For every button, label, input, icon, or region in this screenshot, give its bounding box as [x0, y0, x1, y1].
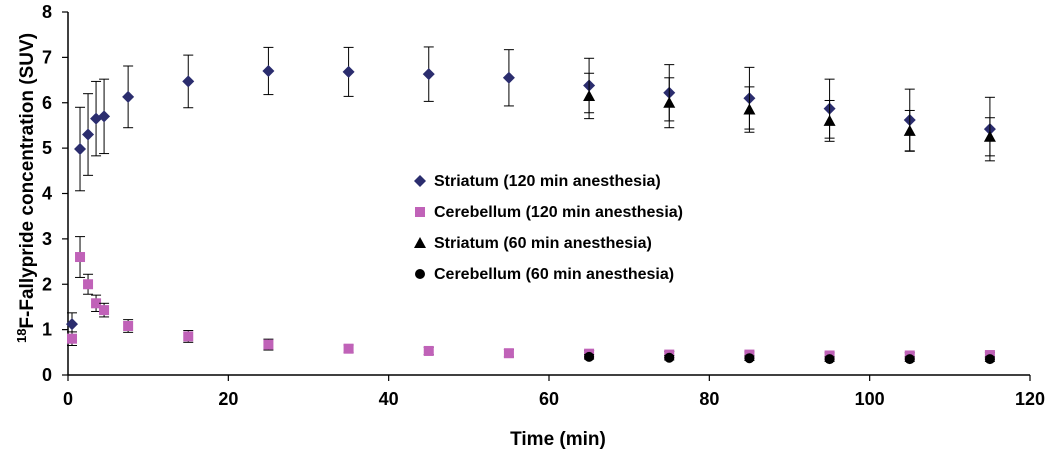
- data-point: [122, 90, 135, 103]
- legend-marker: [415, 269, 425, 279]
- x-tick-label: 60: [539, 389, 559, 409]
- y-tick-label: 1: [42, 320, 52, 340]
- y-tick-label: 8: [42, 2, 52, 22]
- data-point: [75, 252, 86, 263]
- series-1: [66, 46, 996, 337]
- y-tick-label: 3: [42, 229, 52, 249]
- data-point: [503, 348, 514, 359]
- series-2: [67, 236, 995, 361]
- data-point: [99, 305, 110, 316]
- data-point: [824, 354, 835, 365]
- data-point: [584, 351, 595, 362]
- data-point: [82, 128, 95, 141]
- data-point: [422, 68, 435, 81]
- y-axis-label: 18F-Fallypride concentration (SUV): [14, 33, 38, 343]
- legend-label: Cerebellum (60 min anesthesia): [434, 266, 674, 283]
- x-tick-label: 0: [63, 389, 73, 409]
- data-point: [123, 320, 134, 331]
- legend-marker: [414, 237, 426, 248]
- data-point: [904, 354, 915, 365]
- x-tick-label: 80: [699, 389, 719, 409]
- legend: Striatum (120 min anesthesia) Cerebellum …: [414, 173, 683, 283]
- x-axis-label: Time (min): [510, 429, 606, 450]
- data-point: [74, 143, 87, 156]
- data-point: [182, 75, 195, 88]
- axes: [62, 11, 1031, 381]
- y-axis-label-main: F-Fallypride concentration (SUV): [17, 33, 38, 329]
- y-tick-label: 4: [42, 184, 52, 204]
- x-tick-labels: 0 20 40 60 80 100 120: [63, 389, 1045, 409]
- data-point: [66, 318, 79, 331]
- data-point: [262, 64, 275, 77]
- data-point: [743, 103, 756, 115]
- data-point: [744, 353, 755, 364]
- y-tick-label: 7: [42, 47, 52, 67]
- series-4: [584, 351, 995, 365]
- y-tick-labels: 0 1 2 3 4 5 6 7 8: [42, 2, 52, 385]
- series-layer: [66, 46, 996, 365]
- data-point: [583, 89, 596, 101]
- data-point: [263, 339, 274, 350]
- data-point: [502, 71, 515, 84]
- data-point: [342, 65, 355, 78]
- series-3: [583, 72, 996, 157]
- data-point: [91, 298, 102, 309]
- data-point: [664, 352, 675, 363]
- data-point: [823, 114, 836, 126]
- data-point: [984, 354, 995, 365]
- legend-label: Cerebellum (120 min anesthesia): [434, 204, 683, 221]
- x-tick-label: 20: [218, 389, 238, 409]
- data-point: [98, 110, 111, 123]
- data-point: [663, 96, 676, 108]
- data-point: [183, 331, 194, 342]
- x-tick-label: 40: [379, 389, 399, 409]
- legend-marker: [414, 175, 426, 187]
- legend-label: Striatum (60 min anesthesia): [434, 235, 652, 252]
- data-point: [423, 345, 434, 356]
- y-tick-label: 0: [42, 365, 52, 385]
- legend-marker: [415, 207, 425, 217]
- data-point: [83, 279, 94, 290]
- data-point: [903, 124, 916, 136]
- data-point: [343, 343, 354, 354]
- y-tick-label: 6: [42, 93, 52, 113]
- y-tick-label: 2: [42, 274, 52, 294]
- x-tick-label: 100: [855, 389, 885, 409]
- data-point: [983, 130, 996, 142]
- y-axis-label-superscript: 18: [14, 329, 29, 343]
- y-tick-label: 5: [42, 138, 52, 158]
- legend-label: Striatum (120 min anesthesia): [434, 173, 661, 190]
- x-tick-label: 120: [1015, 389, 1045, 409]
- data-point: [67, 333, 78, 344]
